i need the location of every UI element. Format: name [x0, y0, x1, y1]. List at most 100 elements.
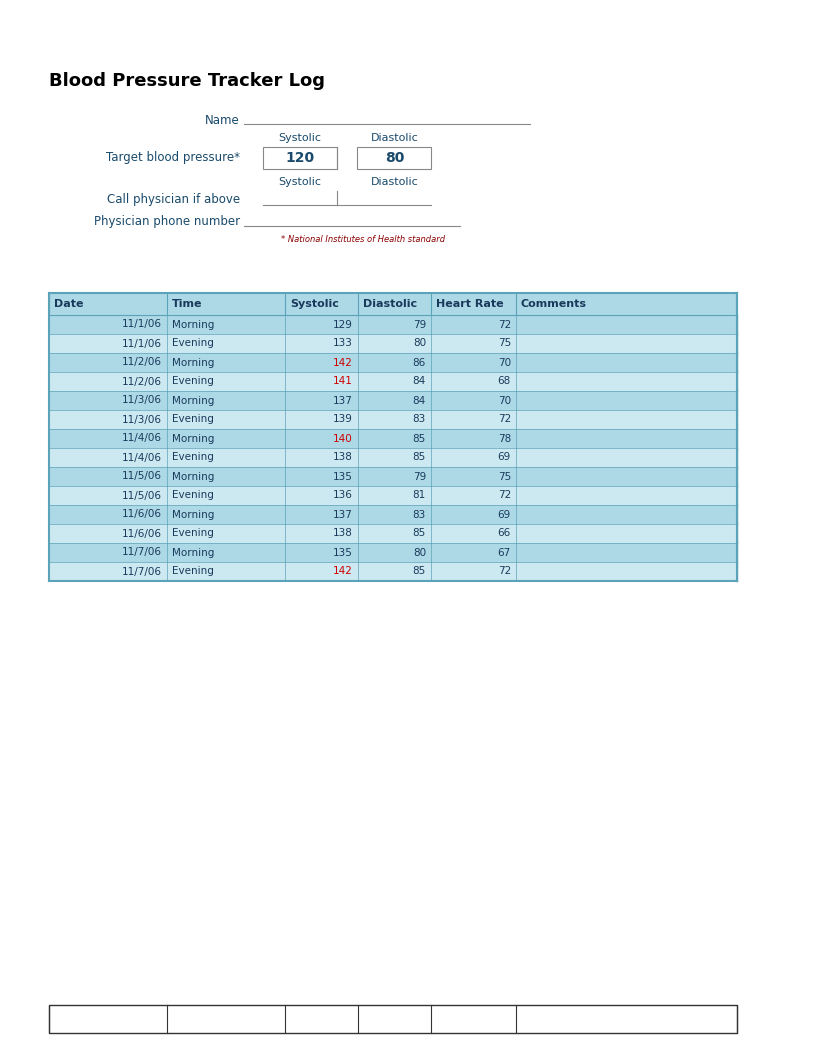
Text: Morning: Morning [172, 509, 214, 519]
Text: 135: 135 [333, 471, 353, 482]
Text: Morning: Morning [172, 357, 214, 368]
Text: Name: Name [205, 114, 240, 128]
Text: Systolic: Systolic [279, 177, 322, 187]
Bar [49, 372, 737, 391]
Text: * National Institutes of Health standard: * National Institutes of Health standard [281, 236, 445, 244]
Text: 67: 67 [498, 548, 511, 557]
Text: Morning: Morning [172, 548, 214, 557]
Bar [49, 410, 737, 429]
Text: 11/3/06: 11/3/06 [122, 395, 162, 406]
Text: Systolic: Systolic [279, 133, 322, 143]
Text: 83: 83 [413, 414, 426, 425]
Text: 140: 140 [333, 433, 353, 444]
Text: 85: 85 [413, 528, 426, 538]
Bar [49, 353, 737, 372]
Bar [49, 293, 737, 315]
Text: 69: 69 [498, 509, 511, 519]
Text: Call physician if above: Call physician if above [107, 193, 240, 206]
Text: 11/4/06: 11/4/06 [122, 433, 162, 444]
Text: 81: 81 [413, 490, 426, 501]
Text: 11/5/06: 11/5/06 [122, 471, 162, 482]
Text: 68: 68 [498, 376, 511, 387]
Text: 120: 120 [285, 151, 315, 165]
Bar [49, 486, 737, 505]
Text: Diastolic: Diastolic [363, 299, 417, 309]
Text: 11/5/06: 11/5/06 [122, 490, 162, 501]
Text: Systolic: Systolic [290, 299, 339, 309]
Text: 138: 138 [333, 528, 353, 538]
Text: Evening: Evening [172, 567, 214, 576]
Text: 137: 137 [333, 509, 353, 519]
Text: 85: 85 [413, 433, 426, 444]
Text: 11/7/06: 11/7/06 [122, 548, 162, 557]
Text: Morning: Morning [172, 319, 214, 330]
Text: 83: 83 [413, 509, 426, 519]
Text: Heart Rate: Heart Rate [436, 299, 503, 309]
Text: 72: 72 [498, 414, 511, 425]
Text: 142: 142 [333, 357, 353, 368]
Text: 11/3/06: 11/3/06 [122, 414, 162, 425]
Text: Diastolic: Diastolic [371, 177, 419, 187]
Text: 11/6/06: 11/6/06 [122, 528, 162, 538]
Text: 75: 75 [498, 471, 511, 482]
Text: 85: 85 [413, 567, 426, 576]
Text: 11/2/06: 11/2/06 [122, 376, 162, 387]
Text: 142: 142 [333, 567, 353, 576]
Text: 133: 133 [333, 338, 353, 349]
Text: Evening: Evening [172, 414, 214, 425]
Text: 85: 85 [413, 452, 426, 463]
Bar [49, 315, 737, 334]
Text: 70: 70 [498, 357, 511, 368]
Text: 139: 139 [333, 414, 353, 425]
Text: 75: 75 [498, 338, 511, 349]
Bar [49, 334, 737, 353]
Text: 80: 80 [413, 338, 426, 349]
Text: 72: 72 [498, 319, 511, 330]
Text: 138: 138 [333, 452, 353, 463]
Text: 69: 69 [498, 452, 511, 463]
Bar [49, 543, 737, 562]
Text: Target blood pressure*: Target blood pressure* [106, 151, 240, 165]
Text: 79: 79 [413, 319, 426, 330]
Text: 66: 66 [498, 528, 511, 538]
Text: 11/1/06: 11/1/06 [122, 319, 162, 330]
Bar [49, 505, 737, 524]
Text: Diastolic: Diastolic [371, 133, 419, 143]
Text: 78: 78 [498, 433, 511, 444]
Text: Morning: Morning [172, 433, 214, 444]
Text: 136: 136 [333, 490, 353, 501]
Text: 135: 135 [333, 548, 353, 557]
Text: 80: 80 [386, 151, 404, 165]
Text: 137: 137 [333, 395, 353, 406]
Text: 86: 86 [413, 357, 426, 368]
Text: 84: 84 [413, 376, 426, 387]
Bar [49, 467, 737, 486]
Text: Morning: Morning [172, 395, 214, 406]
Text: 129: 129 [333, 319, 353, 330]
Bar [49, 448, 737, 467]
Text: Morning: Morning [172, 471, 214, 482]
Bar [49, 1005, 737, 1033]
Text: 11/4/06: 11/4/06 [122, 452, 162, 463]
Text: Evening: Evening [172, 452, 214, 463]
Text: Comments: Comments [521, 299, 587, 309]
Bar [49, 429, 737, 448]
Text: Date: Date [54, 299, 83, 309]
Text: Physician phone number: Physician phone number [94, 216, 240, 228]
Text: Evening: Evening [172, 338, 214, 349]
Text: 80: 80 [413, 548, 426, 557]
Text: 11/6/06: 11/6/06 [122, 509, 162, 519]
Text: 72: 72 [498, 490, 511, 501]
Text: Blood Pressure Tracker Log: Blood Pressure Tracker Log [49, 72, 325, 90]
Bar [357, 147, 431, 169]
Bar [49, 524, 737, 543]
Text: 84: 84 [413, 395, 426, 406]
Text: Evening: Evening [172, 490, 214, 501]
Text: Evening: Evening [172, 528, 214, 538]
Bar [263, 147, 337, 169]
Text: 72: 72 [498, 567, 511, 576]
Text: 70: 70 [498, 395, 511, 406]
Text: 11/2/06: 11/2/06 [122, 357, 162, 368]
Bar [49, 391, 737, 410]
Text: 11/1/06: 11/1/06 [122, 338, 162, 349]
